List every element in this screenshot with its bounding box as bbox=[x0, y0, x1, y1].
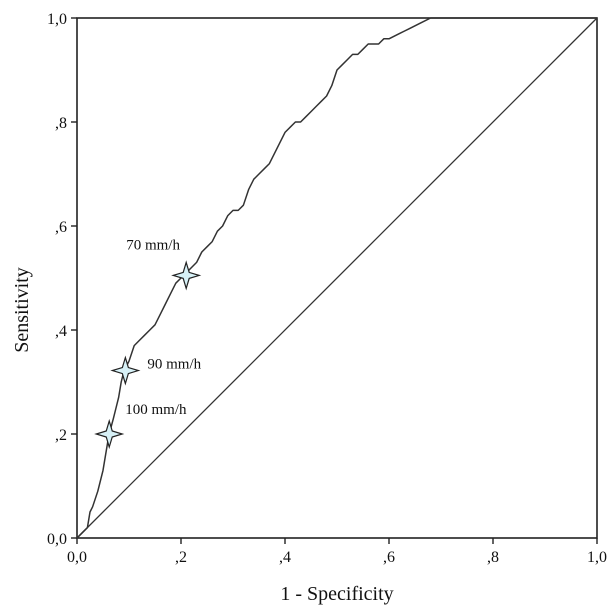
reference-diagonal-line bbox=[76, 17, 598, 539]
plot-frame bbox=[76, 17, 598, 539]
y-axis: 0,0 ,2 ,4 ,6 ,8 1,0 bbox=[47, 11, 77, 548]
x-tick-label: ,6 bbox=[383, 549, 395, 566]
x-tick-label: ,8 bbox=[487, 549, 499, 566]
y-tick-label: ,6 bbox=[55, 219, 67, 236]
series-layer bbox=[76, 17, 598, 539]
x-tick-label: ,4 bbox=[279, 549, 291, 566]
x-tick-label: ,2 bbox=[175, 549, 187, 566]
y-axis-title: Sensitivity bbox=[11, 267, 33, 353]
y-tick-label: 0,0 bbox=[47, 531, 67, 548]
y-tick-label: ,4 bbox=[55, 323, 67, 340]
x-tick-label: 1,0 bbox=[587, 549, 607, 566]
y-tick-label: ,2 bbox=[55, 427, 67, 444]
x-tick-label: 0,0 bbox=[67, 549, 87, 566]
x-axis-title: 1 - Specificity bbox=[280, 583, 393, 605]
y-tick-label: ,8 bbox=[55, 115, 67, 132]
threshold-star-marker bbox=[110, 355, 141, 386]
threshold-annotation-label: 100 mm/h bbox=[125, 402, 187, 418]
threshold-star-marker bbox=[171, 260, 202, 291]
y-tick-label: 1,0 bbox=[47, 11, 67, 28]
threshold-annotation-label: 70 mm/h bbox=[126, 237, 180, 253]
x-axis: 0,0 ,2 ,4 ,6 ,8 1,0 bbox=[67, 538, 607, 566]
threshold-markers: 70 mm/h 90 mm/h 100 mm/h bbox=[94, 237, 202, 450]
threshold-annotation-label: 90 mm/h bbox=[147, 357, 201, 373]
threshold-star-marker bbox=[94, 418, 125, 450]
